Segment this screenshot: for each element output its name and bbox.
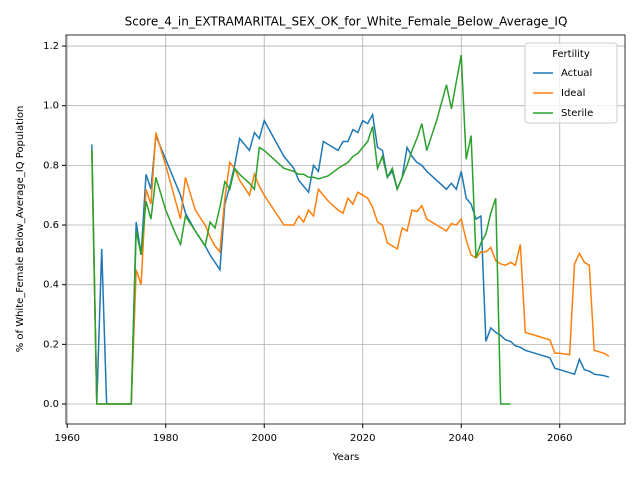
y-tick-label: 1.0 xyxy=(43,101,59,112)
y-axis-label: % of White_Female Below_Average_IQ Popul… xyxy=(15,106,26,353)
chart-title: Score_4_in_EXTRAMARITAL_SEX_OK_for_White… xyxy=(125,15,568,29)
y-tick-label: 0.0 xyxy=(43,399,59,410)
plot-frame xyxy=(65,34,626,425)
series-line xyxy=(91,132,610,405)
y-tick-label: 1.2 xyxy=(43,41,59,52)
legend-box xyxy=(524,42,618,124)
series-line xyxy=(91,54,511,405)
y-tick-label: 0.2 xyxy=(43,339,59,350)
x-tick-label: 2060 xyxy=(547,433,572,444)
x-tick-label: 1960 xyxy=(55,433,80,444)
y-tick-label: 0.6 xyxy=(43,220,59,231)
x-tick-label: 2040 xyxy=(449,433,474,444)
legend-label: Ideal xyxy=(561,88,585,99)
series-line xyxy=(91,112,610,405)
x-axis-label: Years xyxy=(332,452,359,463)
legend-label: Sterile xyxy=(561,108,593,119)
x-tick-label: 2020 xyxy=(350,433,375,444)
legend-label: Actual xyxy=(561,68,592,79)
x-tick-label: 1980 xyxy=(153,433,178,444)
y-tick-label: 0.8 xyxy=(43,160,59,171)
legend-title: Fertility xyxy=(552,49,590,60)
x-tick-label: 2000 xyxy=(252,433,277,444)
y-tick-label: 0.4 xyxy=(43,280,59,291)
